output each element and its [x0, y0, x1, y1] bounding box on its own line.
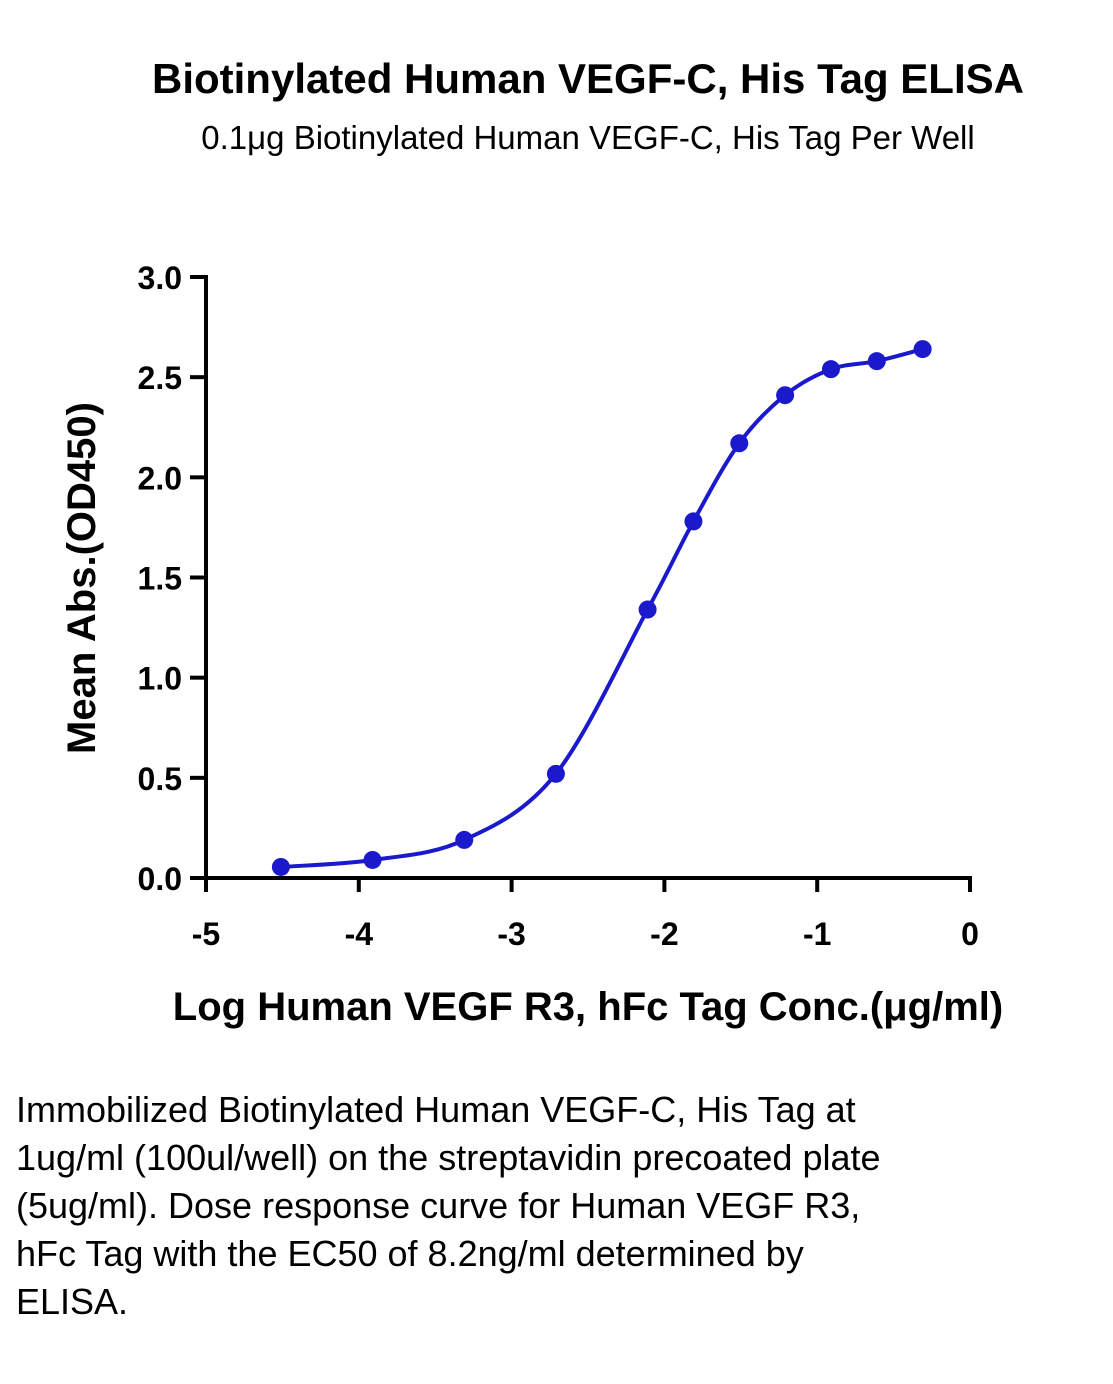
y-tick-label: 2.0	[138, 460, 182, 496]
elisa-chart: Biotinylated Human VEGF-C, His Tag ELISA…	[60, 55, 1024, 1029]
chart-subtitle: 0.1μg Biotinylated Human VEGF-C, His Tag…	[201, 119, 974, 156]
y-tick-label: 1.0	[138, 661, 182, 697]
fit-curve	[280, 347, 924, 869]
x-tick-label: -4	[345, 916, 374, 952]
data-point	[546, 764, 565, 783]
caption: Immobilized Biotinylated Human VEGF-C, H…	[16, 1089, 881, 1322]
data-point	[821, 360, 840, 379]
x-axis-ticks: -5 -4 -3 -2 -1 0	[192, 878, 979, 952]
data-point	[867, 352, 886, 371]
x-axis-label: Log Human VEGF R3, hFc Tag Conc.(μg/ml)	[173, 985, 1003, 1029]
x-tick-label: -1	[803, 916, 831, 952]
y-axis-ticks: 0.0 0.5 1.0 1.5 2.0 2.5 3.0	[138, 260, 206, 897]
y-axis-label: Mean Abs.(OD450)	[60, 402, 104, 754]
x-tick-label: 0	[961, 916, 979, 952]
data-points	[271, 340, 932, 876]
y-tick-label: 0.0	[138, 861, 182, 897]
data-point	[271, 857, 290, 876]
data-point	[913, 340, 932, 359]
data-point	[776, 386, 795, 405]
x-tick-label: -3	[497, 916, 525, 952]
chart-title: Biotinylated Human VEGF-C, His Tag ELISA	[152, 55, 1024, 102]
y-tick-label: 0.5	[138, 761, 182, 797]
y-tick-label: 2.5	[138, 360, 182, 396]
x-tick-label: -5	[192, 916, 220, 952]
data-point	[455, 830, 474, 849]
y-tick-label: 1.5	[138, 561, 182, 597]
data-point	[638, 600, 657, 619]
y-tick-label: 3.0	[138, 260, 182, 296]
x-tick-label: -2	[650, 916, 678, 952]
data-point	[363, 850, 382, 869]
data-point	[730, 434, 749, 453]
data-point	[684, 512, 703, 531]
